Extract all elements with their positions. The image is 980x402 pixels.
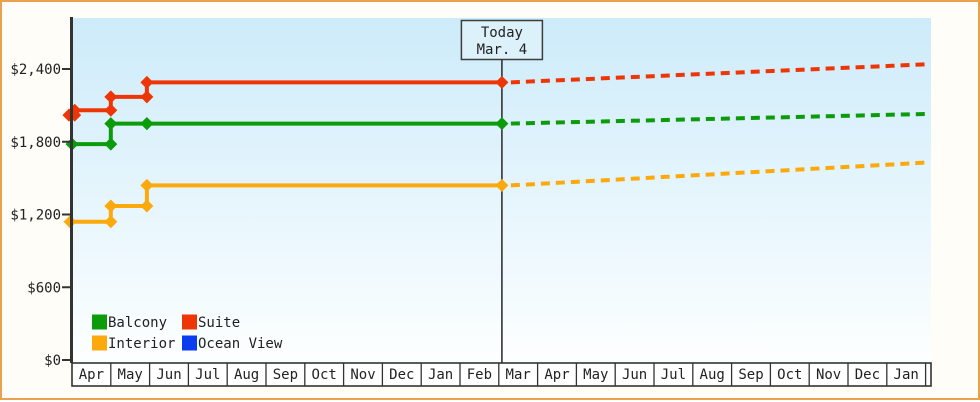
today-box-line1: Today	[481, 25, 523, 41]
month-label-11: Feb	[467, 367, 492, 383]
month-label-6: Sep	[273, 367, 298, 383]
month-label-16: Jul	[661, 367, 686, 383]
legend-label-balcony: Balcony	[108, 315, 167, 331]
series-projection-suite	[510, 62, 931, 85]
month-label-3: Jun	[156, 367, 181, 383]
legend-label-suite: Suite	[198, 315, 240, 331]
y-tick-label: $0	[44, 353, 61, 369]
series-marker-suite	[104, 103, 118, 117]
month-label-9: Dec	[389, 367, 414, 383]
month-label-8: Nov	[350, 367, 375, 383]
series-marker-suite	[140, 75, 154, 89]
series-marker-suite	[140, 90, 154, 104]
month-strip: Apr May Jun Jul Aug Sep Oct Nov Dec Jan Feb Mar Apr M…	[71, 362, 932, 387]
series-balcony	[65, 111, 931, 151]
month-label-2: May	[118, 367, 143, 383]
series-projection-interior	[510, 160, 931, 188]
series-marker-interior	[495, 178, 509, 192]
today-box-line2: Mar. 4	[477, 42, 528, 58]
series-marker-balcony	[104, 137, 118, 151]
legend-label-ocean-view: Ocean View	[198, 336, 283, 352]
month-label-14: May	[583, 367, 608, 383]
series-marker-suite	[495, 75, 509, 89]
legend-label-interior: Interior	[108, 336, 175, 352]
month-label-4: Jul	[195, 367, 220, 383]
series-interior	[63, 160, 931, 229]
month-label-12: Mar	[506, 367, 531, 383]
series-marker-suite	[104, 90, 118, 104]
month-label-7: Oct	[312, 367, 337, 383]
series-marker-interior	[140, 199, 154, 213]
month-label-1: Apr	[79, 367, 104, 383]
legend-swatch-suite	[182, 314, 197, 330]
y-tick-label: $1,800	[10, 135, 61, 151]
series-marker-balcony	[104, 117, 118, 131]
today-box-frame	[460, 19, 544, 61]
month-label-5: Aug	[234, 367, 259, 383]
y-tick-label: $600	[27, 280, 61, 296]
month-label-19: Oct	[777, 367, 802, 383]
series-marker-balcony	[140, 117, 154, 131]
y-axis-ticks: $0 $600 $1,200 $1,800 $2,400	[10, 62, 71, 369]
y-tick-label: $2,400	[10, 62, 61, 78]
month-label-17: Aug	[700, 367, 725, 383]
month-label-10: Jan	[428, 367, 453, 383]
month-label-20: Nov	[816, 367, 841, 383]
month-label-15: Jun	[622, 367, 647, 383]
month-label-13: Apr	[544, 367, 569, 383]
y-tick-label: $1,200	[10, 208, 61, 224]
series-marker-interior	[140, 178, 154, 192]
legend-swatch-interior	[92, 335, 107, 351]
month-label-21: Dec	[855, 367, 880, 383]
legend: Balcony Suite Interior Ocean View	[92, 314, 283, 352]
month-strip-frame	[71, 362, 932, 387]
series-marker-balcony	[495, 117, 509, 131]
month-label-22: Jan	[894, 367, 919, 383]
series-marker-interior	[104, 199, 118, 213]
month-label-18: Sep	[738, 367, 763, 383]
series-line-interior	[70, 183, 502, 224]
series-projection-balcony	[510, 111, 931, 126]
legend-swatch-ocean-view	[182, 335, 197, 351]
series-marker-interior	[104, 215, 118, 229]
legend-swatch-balcony	[92, 314, 107, 330]
